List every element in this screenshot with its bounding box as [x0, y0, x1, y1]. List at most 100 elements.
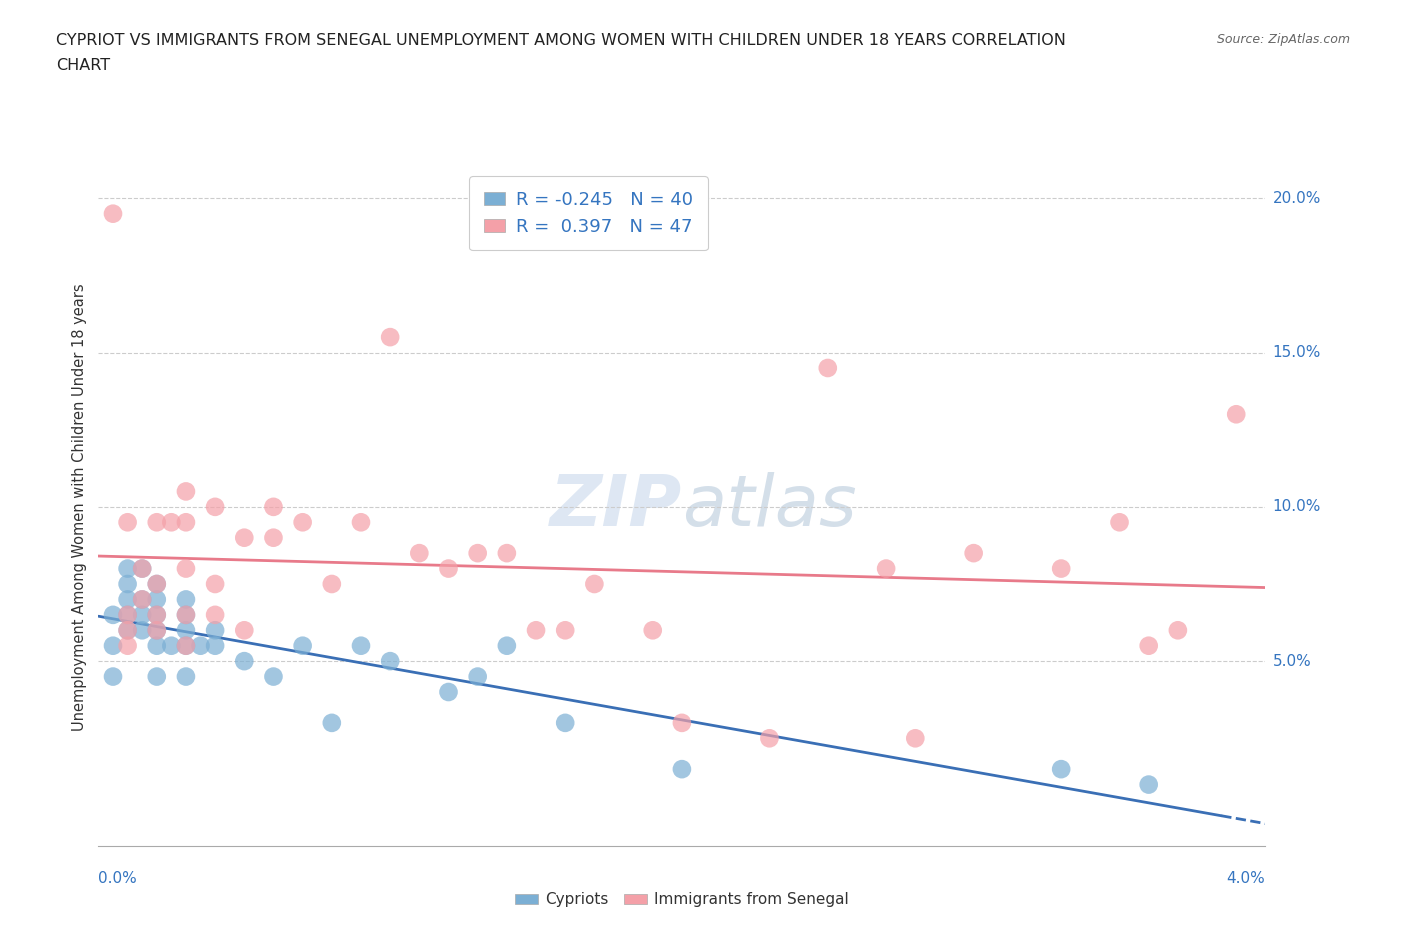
Point [174, 515, 197, 530]
Point [101, 638, 124, 653]
Point [174, 484, 197, 498]
Text: 10.0%: 10.0% [1272, 499, 1320, 514]
Point [554, 623, 576, 638]
Point [190, 638, 212, 653]
Text: CHART: CHART [56, 58, 110, 73]
Point [146, 607, 169, 622]
Point [146, 607, 169, 622]
Point [583, 577, 606, 591]
Point [131, 561, 153, 576]
Point [554, 715, 576, 730]
Point [496, 638, 519, 653]
Text: 5.0%: 5.0% [1272, 654, 1312, 669]
Point [146, 515, 169, 530]
Point [1137, 777, 1160, 792]
Point [117, 577, 139, 591]
Point [496, 546, 519, 561]
Point [233, 623, 256, 638]
Point [467, 546, 489, 561]
Text: 15.0%: 15.0% [1272, 345, 1320, 360]
Point [262, 499, 284, 514]
Point [204, 577, 226, 591]
Text: 0.0%: 0.0% [98, 871, 138, 886]
Point [174, 607, 197, 622]
Point [262, 530, 284, 545]
Point [204, 499, 226, 514]
Point [117, 623, 139, 638]
Point [1050, 762, 1073, 777]
Point [408, 546, 430, 561]
Point [117, 638, 139, 653]
Point [378, 654, 402, 669]
Point [350, 515, 373, 530]
Point [146, 592, 169, 607]
Point [1108, 515, 1130, 530]
Point [962, 546, 984, 561]
Point [101, 607, 124, 622]
Text: 4.0%: 4.0% [1226, 871, 1265, 886]
Point [291, 638, 314, 653]
Point [875, 561, 897, 576]
Point [204, 638, 226, 653]
Point [160, 515, 183, 530]
Point [437, 561, 460, 576]
Point [117, 592, 139, 607]
Point [671, 715, 693, 730]
Point [233, 654, 256, 669]
Point [117, 515, 139, 530]
Point [131, 623, 153, 638]
Point [146, 670, 169, 684]
Point [131, 592, 153, 607]
Point [131, 561, 153, 576]
Point [1167, 623, 1189, 638]
Point [101, 670, 124, 684]
Point [437, 684, 460, 699]
Point [1225, 406, 1247, 421]
Point [131, 607, 153, 622]
Point [758, 731, 780, 746]
Point [146, 577, 169, 591]
Point [174, 561, 197, 576]
Point [174, 670, 197, 684]
Point [262, 670, 284, 684]
Point [146, 638, 169, 653]
Point [291, 515, 314, 530]
Point [467, 670, 489, 684]
Point [204, 607, 226, 622]
Point [174, 623, 197, 638]
Y-axis label: Unemployment Among Women with Children Under 18 years: Unemployment Among Women with Children U… [72, 283, 87, 731]
Text: 20.0%: 20.0% [1272, 191, 1320, 206]
Text: atlas: atlas [682, 472, 856, 541]
Point [378, 330, 402, 345]
Point [233, 530, 256, 545]
Point [174, 638, 197, 653]
Point [174, 638, 197, 653]
Point [524, 623, 547, 638]
Text: ZIP: ZIP [550, 472, 682, 541]
Point [117, 607, 139, 622]
Text: CYPRIOT VS IMMIGRANTS FROM SENEGAL UNEMPLOYMENT AMONG WOMEN WITH CHILDREN UNDER : CYPRIOT VS IMMIGRANTS FROM SENEGAL UNEMP… [56, 33, 1066, 47]
Point [146, 623, 169, 638]
Point [1050, 561, 1073, 576]
Point [174, 607, 197, 622]
Point [160, 638, 183, 653]
Point [350, 638, 373, 653]
Point [117, 561, 139, 576]
Point [1137, 638, 1160, 653]
Point [321, 715, 343, 730]
Point [641, 623, 664, 638]
Point [117, 607, 139, 622]
Point [101, 206, 124, 221]
Point [817, 361, 839, 376]
Point [117, 623, 139, 638]
Text: Source: ZipAtlas.com: Source: ZipAtlas.com [1216, 33, 1350, 46]
Legend: Cypriots, Immigrants from Senegal: Cypriots, Immigrants from Senegal [509, 886, 855, 913]
Point [174, 592, 197, 607]
Point [131, 592, 153, 607]
Point [321, 577, 343, 591]
Point [204, 623, 226, 638]
Point [146, 577, 169, 591]
Point [671, 762, 693, 777]
Point [904, 731, 927, 746]
Point [146, 623, 169, 638]
